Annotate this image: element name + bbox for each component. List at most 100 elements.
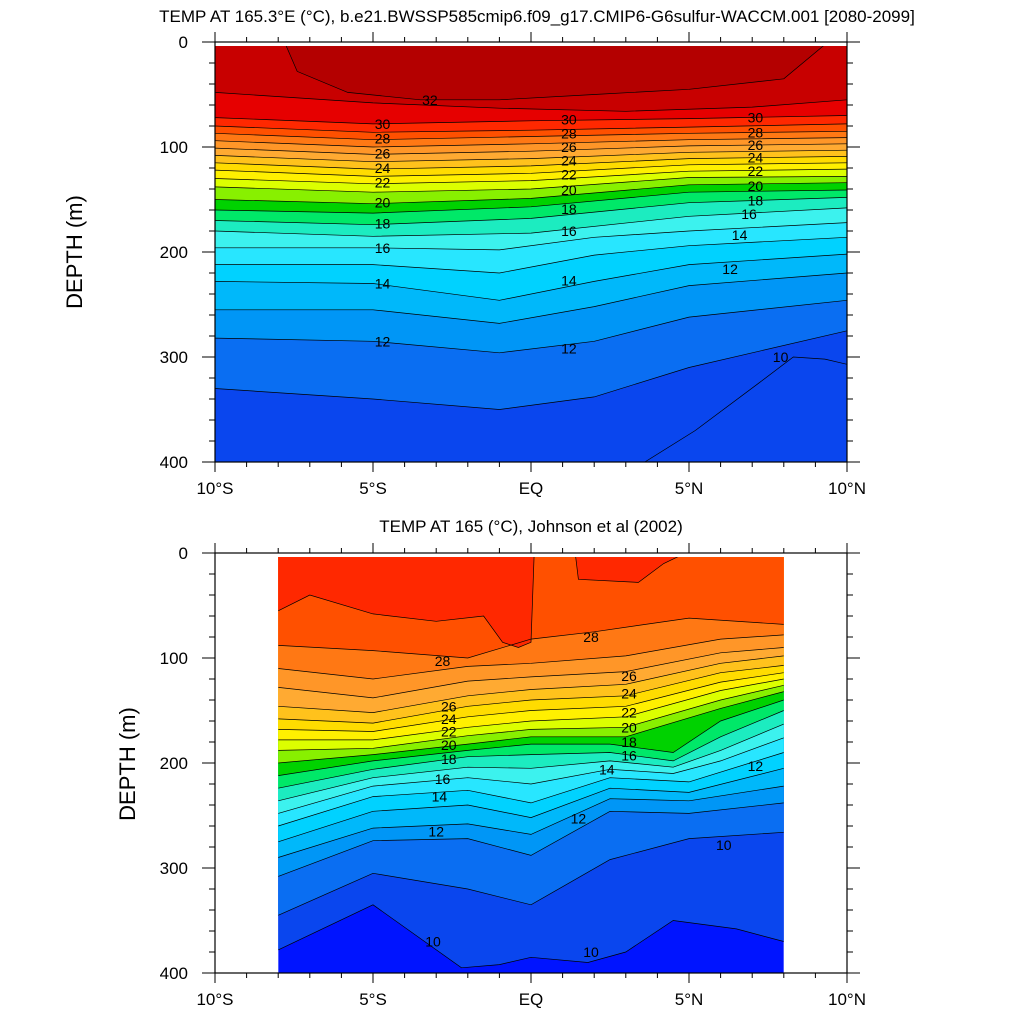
contour-label: 20 bbox=[375, 195, 391, 211]
contour-label: 12 bbox=[375, 333, 391, 349]
isotherm-21 bbox=[215, 176, 847, 193]
contour-lines bbox=[215, 46, 847, 462]
contour-lines bbox=[278, 557, 784, 969]
x-tick-label: 5°S bbox=[359, 479, 387, 498]
contour-label: 20 bbox=[441, 737, 457, 753]
isotherm-29 bbox=[278, 557, 535, 648]
isotherm-23 bbox=[215, 162, 847, 177]
contour-label: 10 bbox=[716, 837, 732, 853]
contour-label: 28 bbox=[561, 125, 577, 141]
isotherm-11 bbox=[215, 330, 847, 410]
top-chart-title: TEMP AT 165.3°E (°C), b.e21.BWSSP585cmip… bbox=[159, 7, 915, 26]
contour-label: 28 bbox=[748, 124, 764, 140]
isotherm-23 bbox=[278, 672, 784, 732]
isotherm-14 bbox=[215, 253, 847, 301]
contour-label: 18 bbox=[441, 751, 457, 767]
y-tick-label: 300 bbox=[160, 348, 188, 367]
contour-label: 30 bbox=[561, 112, 577, 128]
contour-fills bbox=[215, 46, 847, 462]
contour-label: 24 bbox=[621, 686, 637, 702]
band-above-29 bbox=[278, 557, 535, 648]
contour-label: 14 bbox=[432, 789, 448, 805]
isotherm-24 bbox=[215, 156, 847, 170]
isotherm-10 bbox=[278, 904, 784, 969]
contour-label: 10 bbox=[425, 934, 441, 950]
contour-label: 18 bbox=[621, 734, 637, 750]
isotherm-26 bbox=[278, 647, 784, 699]
contour-label: 30 bbox=[375, 116, 391, 132]
contour-label: 16 bbox=[561, 223, 577, 239]
contour-label: 10 bbox=[583, 944, 599, 960]
contour-label: 24 bbox=[375, 160, 391, 176]
isotherm-19 bbox=[278, 699, 784, 776]
contour-label: 12 bbox=[561, 341, 577, 357]
x-tick-label: 10°S bbox=[196, 990, 233, 1009]
contour-label: 10 bbox=[773, 349, 789, 365]
isotherm-15 bbox=[278, 752, 784, 827]
contour-label: 14 bbox=[561, 272, 577, 288]
contour-label: 22 bbox=[375, 175, 391, 191]
band-above-29 bbox=[575, 557, 678, 583]
isotherm-27 bbox=[215, 137, 847, 148]
bottom-y-axis-label: DEPTH (m) bbox=[115, 707, 140, 821]
contour-label: 14 bbox=[732, 227, 748, 243]
y-tick-label: 400 bbox=[160, 964, 188, 983]
contour-label: 22 bbox=[748, 163, 764, 179]
x-tick-label: 5°N bbox=[675, 479, 704, 498]
y-tick-label: 400 bbox=[160, 453, 188, 472]
x-tick-label: EQ bbox=[519, 479, 544, 498]
contour-label: 22 bbox=[561, 166, 577, 182]
isotherm-21 bbox=[278, 684, 784, 751]
contour-label: 28 bbox=[583, 629, 599, 645]
isotherm-25 bbox=[278, 655, 784, 713]
isotherm-18 bbox=[215, 197, 847, 226]
contour-label: 26 bbox=[375, 145, 391, 161]
isotherm-17 bbox=[278, 723, 784, 802]
contour-label: 12 bbox=[571, 811, 587, 827]
bottom-contour-panel: TEMP AT 165 (°C), Johnson et al (2002) D… bbox=[115, 517, 866, 1009]
isotherm-19 bbox=[215, 189, 847, 214]
band-above-32 bbox=[286, 46, 824, 100]
contour-label: 18 bbox=[748, 193, 764, 209]
isotherm-14 bbox=[278, 767, 784, 843]
isotherm-24 bbox=[278, 665, 784, 724]
contour-label: 24 bbox=[561, 153, 577, 169]
contour-label: 14 bbox=[375, 276, 391, 292]
contour-label: 24 bbox=[441, 711, 457, 727]
isotherm-16 bbox=[278, 737, 784, 814]
contour-label: 32 bbox=[422, 92, 438, 108]
isotherm-22 bbox=[278, 678, 784, 741]
y-tick-label: 300 bbox=[160, 859, 188, 878]
isotherm-29 bbox=[215, 123, 847, 133]
x-tick-label: 10°S bbox=[196, 479, 233, 498]
contour-label: 14 bbox=[599, 761, 615, 777]
contour-label: 22 bbox=[441, 724, 457, 740]
isotherm-15 bbox=[215, 236, 847, 274]
isotherm-27 bbox=[278, 634, 784, 680]
contour-label: 20 bbox=[621, 719, 637, 735]
x-tick-label: 5°S bbox=[359, 990, 387, 1009]
contour-label: 18 bbox=[561, 201, 577, 217]
y-tick-label: 100 bbox=[160, 649, 188, 668]
contour-label: 16 bbox=[375, 240, 391, 256]
contour-label: 20 bbox=[561, 182, 577, 198]
contour-label: 28 bbox=[435, 653, 451, 669]
contour-label: 12 bbox=[722, 261, 738, 277]
bottom-plot-area: 2826242220181614121028262422201816141212… bbox=[160, 543, 866, 1009]
isotherm-12 bbox=[278, 802, 784, 877]
y-tick-label: 200 bbox=[160, 243, 188, 262]
x-tick-label: EQ bbox=[519, 990, 544, 1009]
contour-label: 28 bbox=[375, 131, 391, 147]
x-axis: 10°S 5°S EQ 5°N 10°N bbox=[196, 543, 866, 1009]
isotherm-30 bbox=[215, 115, 847, 125]
contour-fills bbox=[278, 557, 784, 973]
y-axis: 0 100 200 300 400 bbox=[160, 544, 860, 983]
contour-label: 30 bbox=[748, 110, 764, 126]
top-contour-panel: TEMP AT 165.3°E (°C), b.e21.BWSSP585cmip… bbox=[62, 7, 915, 498]
contour-label: 26 bbox=[621, 668, 637, 684]
contour-label: 18 bbox=[375, 216, 391, 232]
isotherm-29 bbox=[575, 557, 679, 583]
isotherm-20 bbox=[215, 182, 847, 205]
contour-label: 16 bbox=[741, 206, 757, 222]
